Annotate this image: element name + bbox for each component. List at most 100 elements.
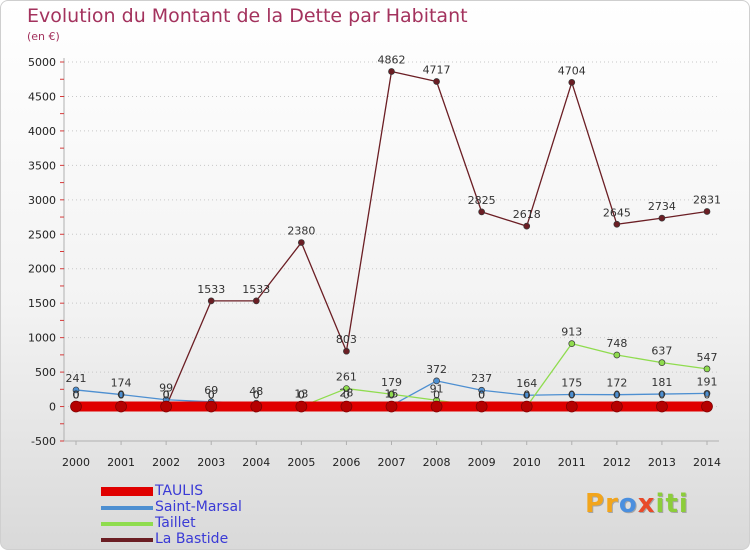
data-point [613,220,621,228]
data-point [523,222,531,230]
legend-label: Taillet [155,515,196,531]
legend-swatch [101,522,153,526]
logo-letter: t [665,489,679,519]
data-label: 1533 [242,283,270,296]
data-point [295,400,308,413]
data-label: 261 [336,371,357,384]
data-label: 0 [208,389,215,402]
data-point [613,391,621,399]
x-tick-label: 2000 [62,456,90,469]
data-label: 0 [298,389,305,402]
data-label: 99 [159,382,173,395]
data-point [343,347,350,355]
data-label: 372 [426,363,447,376]
data-label: 0 [478,389,485,402]
data-label: 0 [523,389,530,402]
data-label: 0 [163,389,170,402]
data-label: 174 [111,377,132,390]
data-point [658,390,666,398]
data-label: 175 [561,376,582,389]
data-point [478,208,485,216]
x-tick-label: 2001 [107,456,135,469]
data-label: 0 [73,389,80,402]
data-label: 0 [658,389,665,402]
legend-label: Saint-Marsal [155,499,242,515]
data-label: 91 [430,382,444,395]
x-tick-label: 2006 [332,456,360,469]
data-label: 69 [204,384,218,397]
y-tick-label: 500 [35,366,56,379]
data-point [72,386,80,394]
data-point [385,400,398,413]
data-label: 164 [516,377,537,390]
data-label: 2645 [603,206,631,219]
data-label: 0 [343,389,350,402]
x-tick-label: 2002 [152,456,180,469]
logo-letter: x [637,489,656,519]
logo-letter: i [678,489,689,519]
data-label: 0 [298,389,305,402]
data-label: 0 [613,389,620,402]
data-label: 0 [118,389,125,402]
legend-label: La Bastide [155,531,229,547]
x-tick-label: 2003 [197,456,225,469]
logo-letter: r [605,489,619,519]
data-point [703,390,711,397]
data-point [703,208,711,215]
data-label: 4717 [423,64,451,77]
data-label: 0 [163,389,170,402]
data-point [117,391,125,398]
x-tick-label: 2004 [242,456,270,469]
data-label: 748 [606,337,627,350]
x-tick-label: 2005 [287,456,315,469]
y-tick-label: -500 [31,435,56,448]
data-label: 1533 [197,283,225,296]
x-tick-label: 2013 [648,456,676,469]
data-label: 0 [523,389,530,402]
data-label: 0 [253,389,260,402]
y-tick-label: 5000 [28,56,56,69]
logo-letter: o [618,489,638,519]
data-label: 913 [561,326,582,339]
data-point [523,391,531,399]
data-label: 0 [118,389,125,402]
x-tick-label: 2007 [378,456,406,469]
x-tick-label: 2010 [513,456,541,469]
y-tick-label: 4500 [28,90,56,103]
y-tick-label: 1500 [28,297,56,310]
data-point [207,297,215,305]
data-point [433,377,440,385]
data-label: 28 [339,387,353,400]
data-label: 13 [294,388,308,401]
data-label: 0 [478,389,485,402]
data-label: 637 [651,345,672,358]
data-label: 0 [568,389,575,402]
legend-swatch [101,487,153,496]
y-tick-label: 2500 [28,228,56,241]
logo-letter: i [655,489,666,519]
data-label: 0 [253,389,260,402]
data-label: 0 [73,389,80,402]
data-point [568,391,576,398]
data-label: 2380 [287,225,315,238]
data-label: 15 [385,388,399,401]
data-point [478,386,485,394]
y-tick-label: 3500 [28,159,56,172]
data-point [70,400,82,413]
y-tick-label: 1000 [28,332,56,345]
y-tick-label: 0 [49,401,56,414]
data-point [430,400,443,413]
data-label: 179 [381,376,402,389]
data-point [701,400,713,413]
x-tick-label: 2012 [603,456,631,469]
data-point [115,400,127,413]
y-tick-label: 2000 [28,263,56,276]
data-label: 0 [73,389,80,402]
data-point [388,390,395,398]
data-label: 0 [388,389,395,402]
data-label: 0 [433,389,440,402]
data-point [388,68,395,75]
data-label: 237 [471,372,492,385]
x-tick-label: 2014 [693,456,721,469]
